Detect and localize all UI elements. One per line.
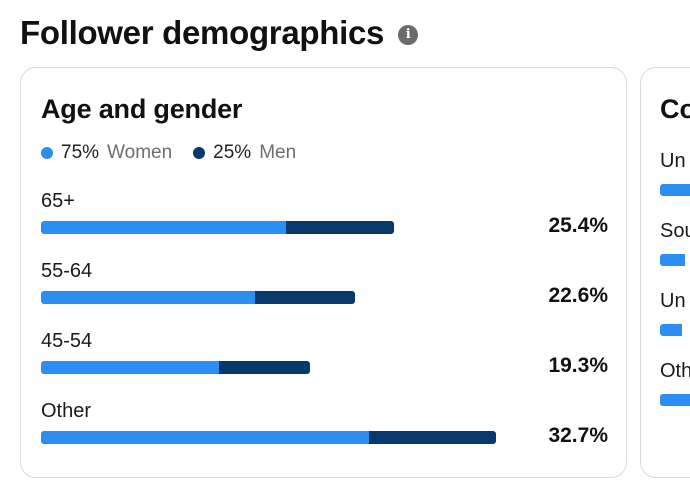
country-label: Un — [660, 150, 686, 172]
bar-men-other — [369, 431, 496, 444]
age-gender-card: Age and gender 75% Women 25% Men 65+ 25.… — [20, 67, 627, 478]
country-row: Oth — [660, 360, 690, 406]
value-label: 32.7% — [548, 424, 608, 447]
country-card: Co Un Sou Un Oth — [640, 67, 690, 478]
country-row: Un — [660, 290, 690, 336]
legend-name-women: Women — [107, 142, 173, 163]
legend-item-men: 25% Men — [193, 142, 296, 164]
bar-women-45-54 — [41, 361, 220, 374]
page-title-text: Follower demographics — [20, 14, 385, 51]
value-label: 22.6% — [548, 284, 608, 307]
country-label: Un — [660, 290, 686, 312]
country-row: Sou — [660, 220, 690, 266]
bar-women-65-plus — [41, 221, 286, 234]
value-label: 25.4% — [548, 214, 608, 237]
legend-name-men: Men — [259, 142, 297, 163]
age-row-other: Other 32.7% — [21, 400, 628, 464]
bar-men-65-plus — [285, 221, 395, 234]
bar-men-45-54 — [219, 361, 310, 374]
country-bar — [660, 394, 690, 406]
age-row-45-54: 45-54 19.3% — [21, 330, 628, 394]
bar-women-55-64 — [41, 291, 256, 304]
legend-item-women: 75% Women — [41, 142, 172, 164]
legend-percent-women: 75% — [61, 142, 100, 163]
bar-track — [41, 431, 496, 444]
country-bar — [660, 324, 682, 336]
legend-percent-men: 25% — [213, 142, 252, 163]
chart-legend: 75% Women 25% Men — [41, 142, 317, 164]
bar-track — [41, 221, 496, 234]
legend-dot-women — [41, 147, 53, 159]
country-label: Sou — [660, 220, 690, 242]
age-row-55-64: 55-64 22.6% — [21, 260, 628, 324]
value-label: 19.3% — [548, 354, 608, 377]
country-label: Oth — [660, 360, 690, 382]
country-bar — [660, 254, 685, 266]
country-bar — [660, 184, 690, 196]
category-label: 45-54 — [41, 330, 93, 352]
category-label: 65+ — [41, 190, 75, 212]
card-title: Co — [660, 94, 690, 124]
age-row-65-plus: 65+ 25.4% — [21, 190, 628, 254]
page-title: Follower demographics i — [20, 14, 419, 52]
bar-women-other — [41, 431, 370, 444]
legend-dot-men — [193, 147, 206, 159]
category-label: Other — [41, 400, 92, 422]
bar-track — [41, 291, 496, 304]
info-icon[interactable]: i — [398, 24, 419, 45]
country-row: Un — [660, 150, 690, 196]
bar-men-55-64 — [255, 291, 356, 304]
category-label: 55-64 — [41, 260, 93, 282]
bar-track — [41, 361, 496, 374]
card-title: Age and gender — [41, 94, 243, 124]
